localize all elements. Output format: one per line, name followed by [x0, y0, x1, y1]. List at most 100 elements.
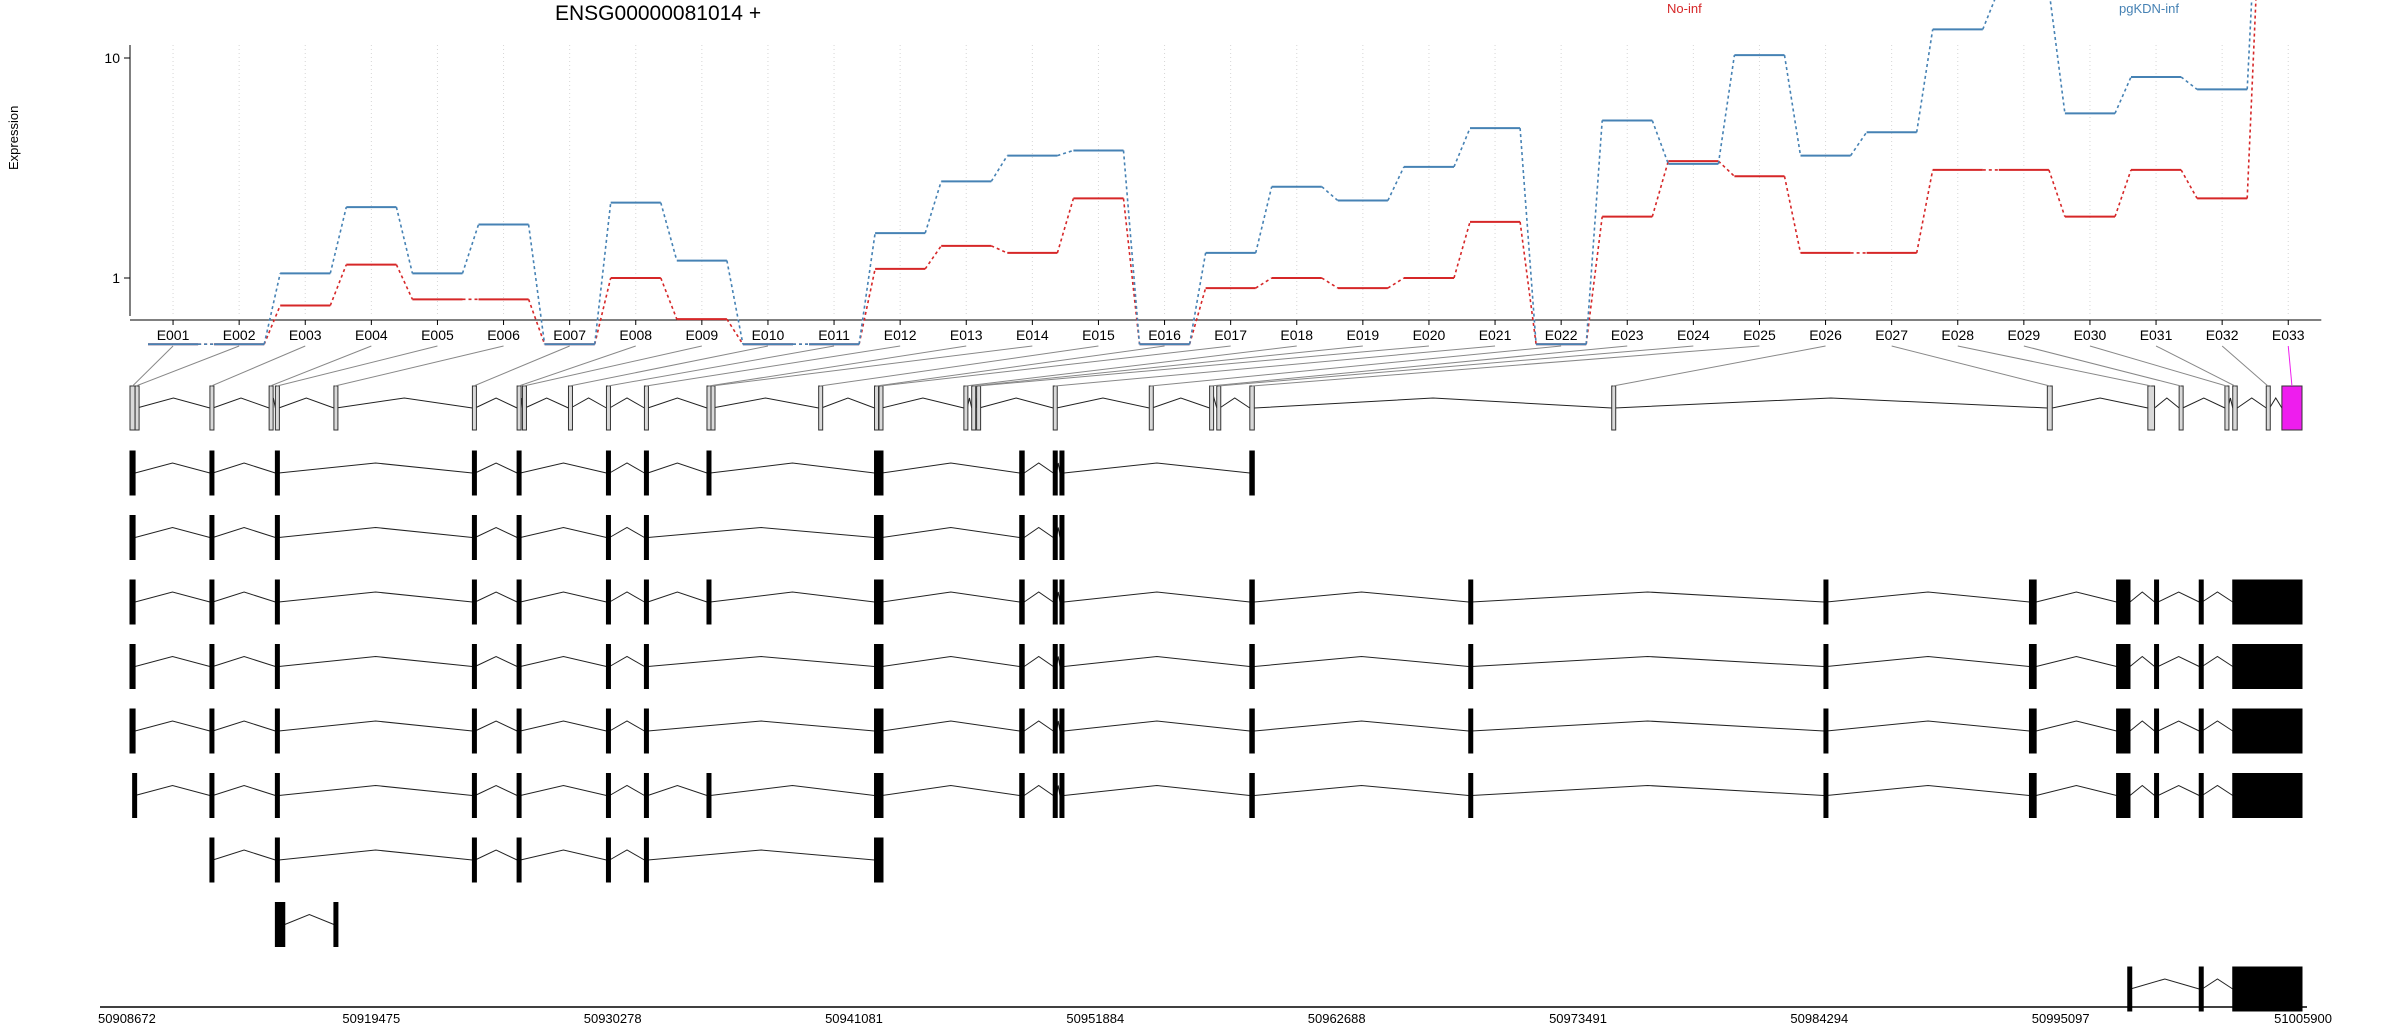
bin-connector-line	[135, 345, 240, 387]
series-pgkdn-inf-connector	[395, 206, 414, 274]
transcript-intron	[2157, 655, 2200, 667]
transcript-intron	[520, 720, 607, 732]
transcript-exon	[2154, 773, 2160, 818]
transcript-exon	[209, 515, 215, 560]
transcript-exon	[878, 450, 884, 496]
exon-bin	[2046, 385, 2053, 431]
bin-connector-line	[1891, 345, 2050, 387]
transcript-exon	[516, 450, 522, 496]
bin-connector-line	[473, 345, 570, 387]
transcript-exon	[1052, 515, 1058, 560]
transcript-intron	[474, 655, 518, 667]
transcript-intron	[2129, 720, 2155, 732]
x-tick-label: E002	[223, 327, 256, 343]
transcript-intron	[2157, 784, 2200, 796]
transcript-exon	[2116, 773, 2131, 818]
bin-intron	[2269, 397, 2283, 409]
bin-connector-line	[2221, 345, 2269, 387]
transcript-exon	[209, 450, 215, 496]
genomic-tick-label: 50973491	[1549, 1011, 1607, 1026]
bin-connector-line	[1150, 345, 1562, 387]
transcript-intron	[647, 526, 875, 538]
transcript-exon	[706, 773, 712, 818]
transcript-exon	[129, 644, 136, 689]
exon-bin	[274, 385, 280, 431]
bin-connector-line	[270, 345, 372, 387]
transcript-exon	[2154, 644, 2160, 689]
transcript-exon	[878, 644, 884, 689]
transcript-intron	[1023, 784, 1054, 796]
transcript-intron	[520, 655, 607, 667]
transcript-exon	[1059, 644, 1065, 689]
transcript-exon	[1059, 579, 1065, 625]
x-tick-label: E009	[685, 327, 718, 343]
transcript-exon	[2232, 966, 2303, 1012]
bin-intron	[2182, 397, 2226, 409]
exon-bin	[2281, 385, 2303, 431]
transcript-exon	[1019, 708, 1025, 754]
genomic-tick-label: 50908672	[98, 1011, 156, 1026]
x-tick-label: E012	[884, 327, 917, 343]
legend-pgkdn-inf: pgKDN-inf	[2119, 1, 2179, 16]
bin-intron	[1151, 397, 1210, 409]
genomic-tick-label: 50919475	[342, 1011, 400, 1026]
bin-connector-line	[965, 345, 1297, 387]
bin-connector-line	[708, 345, 967, 387]
x-tick-label: E023	[1611, 327, 1644, 343]
exon-bin	[710, 385, 716, 431]
transcript-intron	[1826, 720, 2030, 732]
bin-intron	[474, 397, 518, 409]
exon-bin	[2147, 385, 2156, 431]
y-tick-label: 10	[104, 50, 120, 66]
transcript-exon	[1468, 579, 1474, 625]
x-tick-label: E011	[818, 327, 850, 343]
transcript-exon	[274, 644, 280, 689]
transcript-exon	[2154, 708, 2160, 754]
x-tick-label: E013	[950, 327, 983, 343]
exon-bin	[1249, 385, 1255, 431]
transcript-intron	[710, 784, 875, 796]
transcript-intron	[520, 526, 607, 538]
transcript-intron	[520, 849, 607, 861]
bin-intron	[1254, 397, 1612, 409]
series-pgkdn-inf-connector	[593, 202, 612, 345]
transcript-exon	[2198, 644, 2204, 689]
series-pgkdn-inf-connector	[1387, 166, 1405, 201]
series-no-inf-connector	[395, 264, 414, 300]
transcript-intron	[1826, 591, 2030, 603]
transcript-intron	[284, 913, 335, 925]
transcript-intron	[278, 784, 473, 796]
bin-intron	[212, 397, 270, 409]
exon-bin	[471, 385, 477, 431]
transcript-intron	[609, 526, 645, 538]
transcript-intron	[278, 849, 473, 861]
transcript-exon	[471, 773, 477, 818]
transcript-exon	[129, 515, 136, 560]
series-no-inf-connector	[2246, 0, 2257, 199]
transcript-intron	[881, 784, 1020, 796]
transcript-intron	[1023, 526, 1054, 538]
transcript-exon	[516, 644, 522, 689]
transcript-exon	[874, 450, 880, 496]
transcript-intron	[474, 720, 518, 732]
bin-connector-line	[977, 345, 1429, 387]
y-tick-label: 1	[112, 270, 120, 286]
genomic-tick-label: 50930278	[584, 1011, 642, 1026]
exon-bin	[2232, 385, 2238, 431]
series-pgkdn-inf-connector	[858, 232, 876, 345]
transcript-exon	[1019, 450, 1025, 496]
transcript-intron	[2201, 784, 2234, 796]
transcript-intron	[474, 849, 518, 861]
transcript-exon	[209, 579, 215, 625]
exon-bin	[976, 385, 982, 431]
exon-bin	[878, 385, 884, 431]
x-tick-label: E028	[1941, 327, 1974, 343]
series-pgkdn-inf-connector	[2180, 76, 2198, 91]
series-pgkdn-inf-connector	[461, 224, 480, 274]
bin-intron	[647, 397, 708, 409]
transcript-exon	[209, 708, 215, 754]
y-axis-label: Expression	[6, 105, 21, 170]
bin-connector-line	[1612, 345, 1826, 387]
transcript-exon	[2198, 708, 2204, 754]
transcript-exon	[333, 902, 339, 947]
